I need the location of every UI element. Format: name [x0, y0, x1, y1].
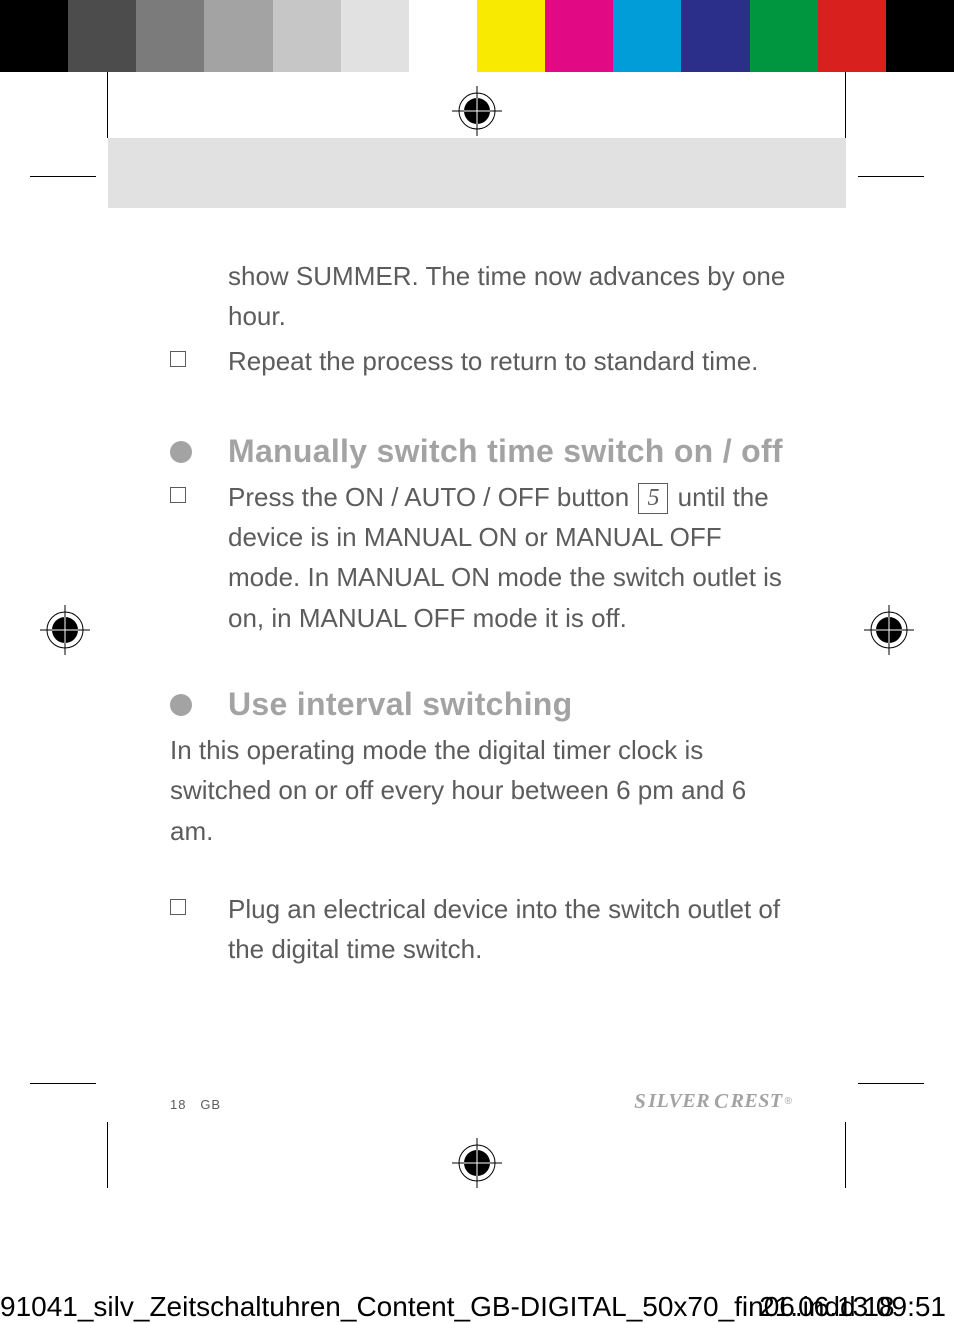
section-heading: Use interval switching	[170, 684, 796, 724]
crop-mark	[107, 72, 108, 138]
section-title: Use interval switching	[228, 684, 572, 724]
swatch	[750, 0, 818, 72]
checkbox-bullet-icon	[170, 477, 228, 508]
page-content: show SUMMER. The time now advances by on…	[108, 208, 846, 970]
list-item-text: Repeat the process to return to standard…	[228, 341, 796, 381]
crop-mark	[107, 1122, 108, 1188]
section-heading: Manually switch time switch on / off	[170, 431, 796, 471]
page-frame: show SUMMER. The time now advances by on…	[108, 138, 846, 1122]
paragraph: In this operating mode the digital timer…	[170, 730, 796, 851]
list-item: Plug an electrical device into the switc…	[170, 889, 796, 970]
swatch	[818, 0, 886, 72]
button-reference-number: 5	[638, 483, 668, 514]
swatch	[341, 0, 409, 72]
swatch	[477, 0, 545, 72]
crop-mark	[845, 1122, 846, 1188]
crop-mark	[30, 1083, 96, 1084]
swatch	[0, 0, 68, 72]
text-fragment: Press the ON / AUTO / OFF button	[228, 482, 636, 512]
registration-mark-icon	[40, 605, 90, 655]
swatch	[204, 0, 272, 72]
list-item-text: Plug an electrical device into the switc…	[228, 889, 796, 970]
swatch	[886, 0, 954, 72]
swatch	[613, 0, 681, 72]
crop-mark	[845, 72, 846, 138]
checkbox-bullet-icon	[170, 889, 228, 920]
swatch	[68, 0, 136, 72]
brand-logo: SILVERCREST®	[634, 1090, 792, 1112]
swatch	[681, 0, 749, 72]
bullet-dot-icon	[170, 441, 192, 463]
page-header-bar	[108, 138, 846, 208]
crop-mark	[858, 1083, 924, 1084]
registration-mark-icon	[452, 86, 502, 136]
page-footer: 18 GB SILVERCREST®	[170, 1090, 792, 1112]
section-title: Manually switch time switch on / off	[228, 431, 783, 471]
crop-mark	[858, 176, 924, 177]
preflight-timestamp: 21.06.13 09:51	[759, 1291, 946, 1323]
list-item: Repeat the process to return to standard…	[170, 341, 796, 381]
list-item-text: Press the ON / AUTO / OFF button 5 until…	[228, 477, 796, 638]
checkbox-bullet-icon	[170, 341, 228, 372]
crop-mark	[30, 176, 96, 177]
bullet-dot-icon	[170, 694, 192, 716]
registration-mark-icon	[452, 1138, 502, 1188]
swatch	[273, 0, 341, 72]
swatch	[409, 0, 477, 72]
color-calibration-bar	[0, 0, 954, 72]
registration-mark-icon	[864, 605, 914, 655]
swatch	[545, 0, 613, 72]
list-item: Press the ON / AUTO / OFF button 5 until…	[170, 477, 796, 638]
page-number: 18 GB	[170, 1097, 221, 1112]
swatch	[136, 0, 204, 72]
paragraph: show SUMMER. The time now advances by on…	[228, 256, 796, 337]
